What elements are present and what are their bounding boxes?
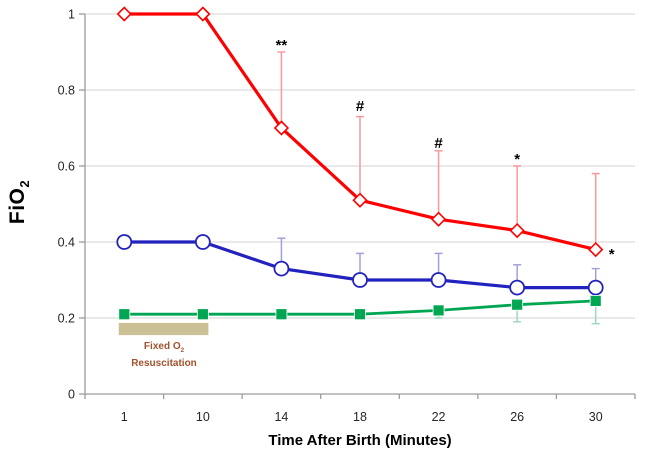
region-highlight-box <box>118 322 209 336</box>
circle-marker <box>273 260 290 277</box>
circle-marker <box>352 272 368 288</box>
region-label-line1: Fixed O <box>143 341 181 352</box>
y-tick-label: 0.2 <box>58 312 75 326</box>
y-tick-label: 0.6 <box>58 160 75 174</box>
x-tick-label: 14 <box>274 410 288 424</box>
circle-marker <box>509 279 526 296</box>
diamond-marker <box>195 6 211 22</box>
square-marker <box>196 308 209 321</box>
y-tick-label: 1 <box>68 8 75 22</box>
y-axis-title-subscript: 2 <box>17 179 33 188</box>
y-tick-label: 0.8 <box>58 84 75 98</box>
x-tick-label: 30 <box>589 410 603 424</box>
x-axis-title: Time After Birth (Minutes) <box>268 432 452 449</box>
diamond-marker <box>430 211 447 227</box>
x-tick-label: 1 <box>121 410 128 424</box>
significance-annotation: # <box>356 98 365 115</box>
diamond-marker <box>116 6 132 22</box>
region-label-line2: Resuscitation <box>131 357 197 369</box>
square-marker <box>354 308 366 321</box>
significance-annotation: # <box>434 135 443 152</box>
y-axis-title-text: FiO <box>6 187 29 225</box>
circle-marker <box>430 272 447 288</box>
x-tick-label: 18 <box>353 410 367 424</box>
square-marker <box>118 308 131 321</box>
square-marker <box>432 304 445 317</box>
y-tick-label: 0.4 <box>58 236 75 250</box>
x-tick-label: 10 <box>196 410 210 424</box>
circle-marker <box>587 279 604 296</box>
y-axis-title: FiO2 <box>6 152 34 252</box>
region-label-subscript: 2 <box>180 347 185 354</box>
circle-marker <box>116 234 133 250</box>
significance-annotation: * <box>514 151 520 168</box>
square-marker <box>589 294 602 307</box>
significance-annotation: ** <box>276 37 288 54</box>
y-tick-label: 0 <box>68 388 75 402</box>
x-tick-label: 22 <box>432 410 446 424</box>
region-annotation-label: Fixed O2 Resuscitation <box>131 341 197 370</box>
square-marker <box>275 308 288 321</box>
diamond-marker <box>273 120 290 136</box>
x-tick-label: 26 <box>510 410 524 424</box>
diamond-marker <box>588 241 604 258</box>
diamond-marker <box>352 192 368 208</box>
square-marker <box>511 298 524 311</box>
significance-annotation: * <box>609 246 615 263</box>
circle-marker <box>194 234 211 250</box>
diamond-marker <box>509 222 525 239</box>
